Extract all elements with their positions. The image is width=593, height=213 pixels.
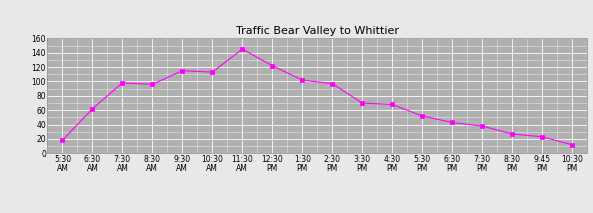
Title: Traffic Bear Valley to Whittier: Traffic Bear Valley to Whittier (236, 26, 398, 36)
